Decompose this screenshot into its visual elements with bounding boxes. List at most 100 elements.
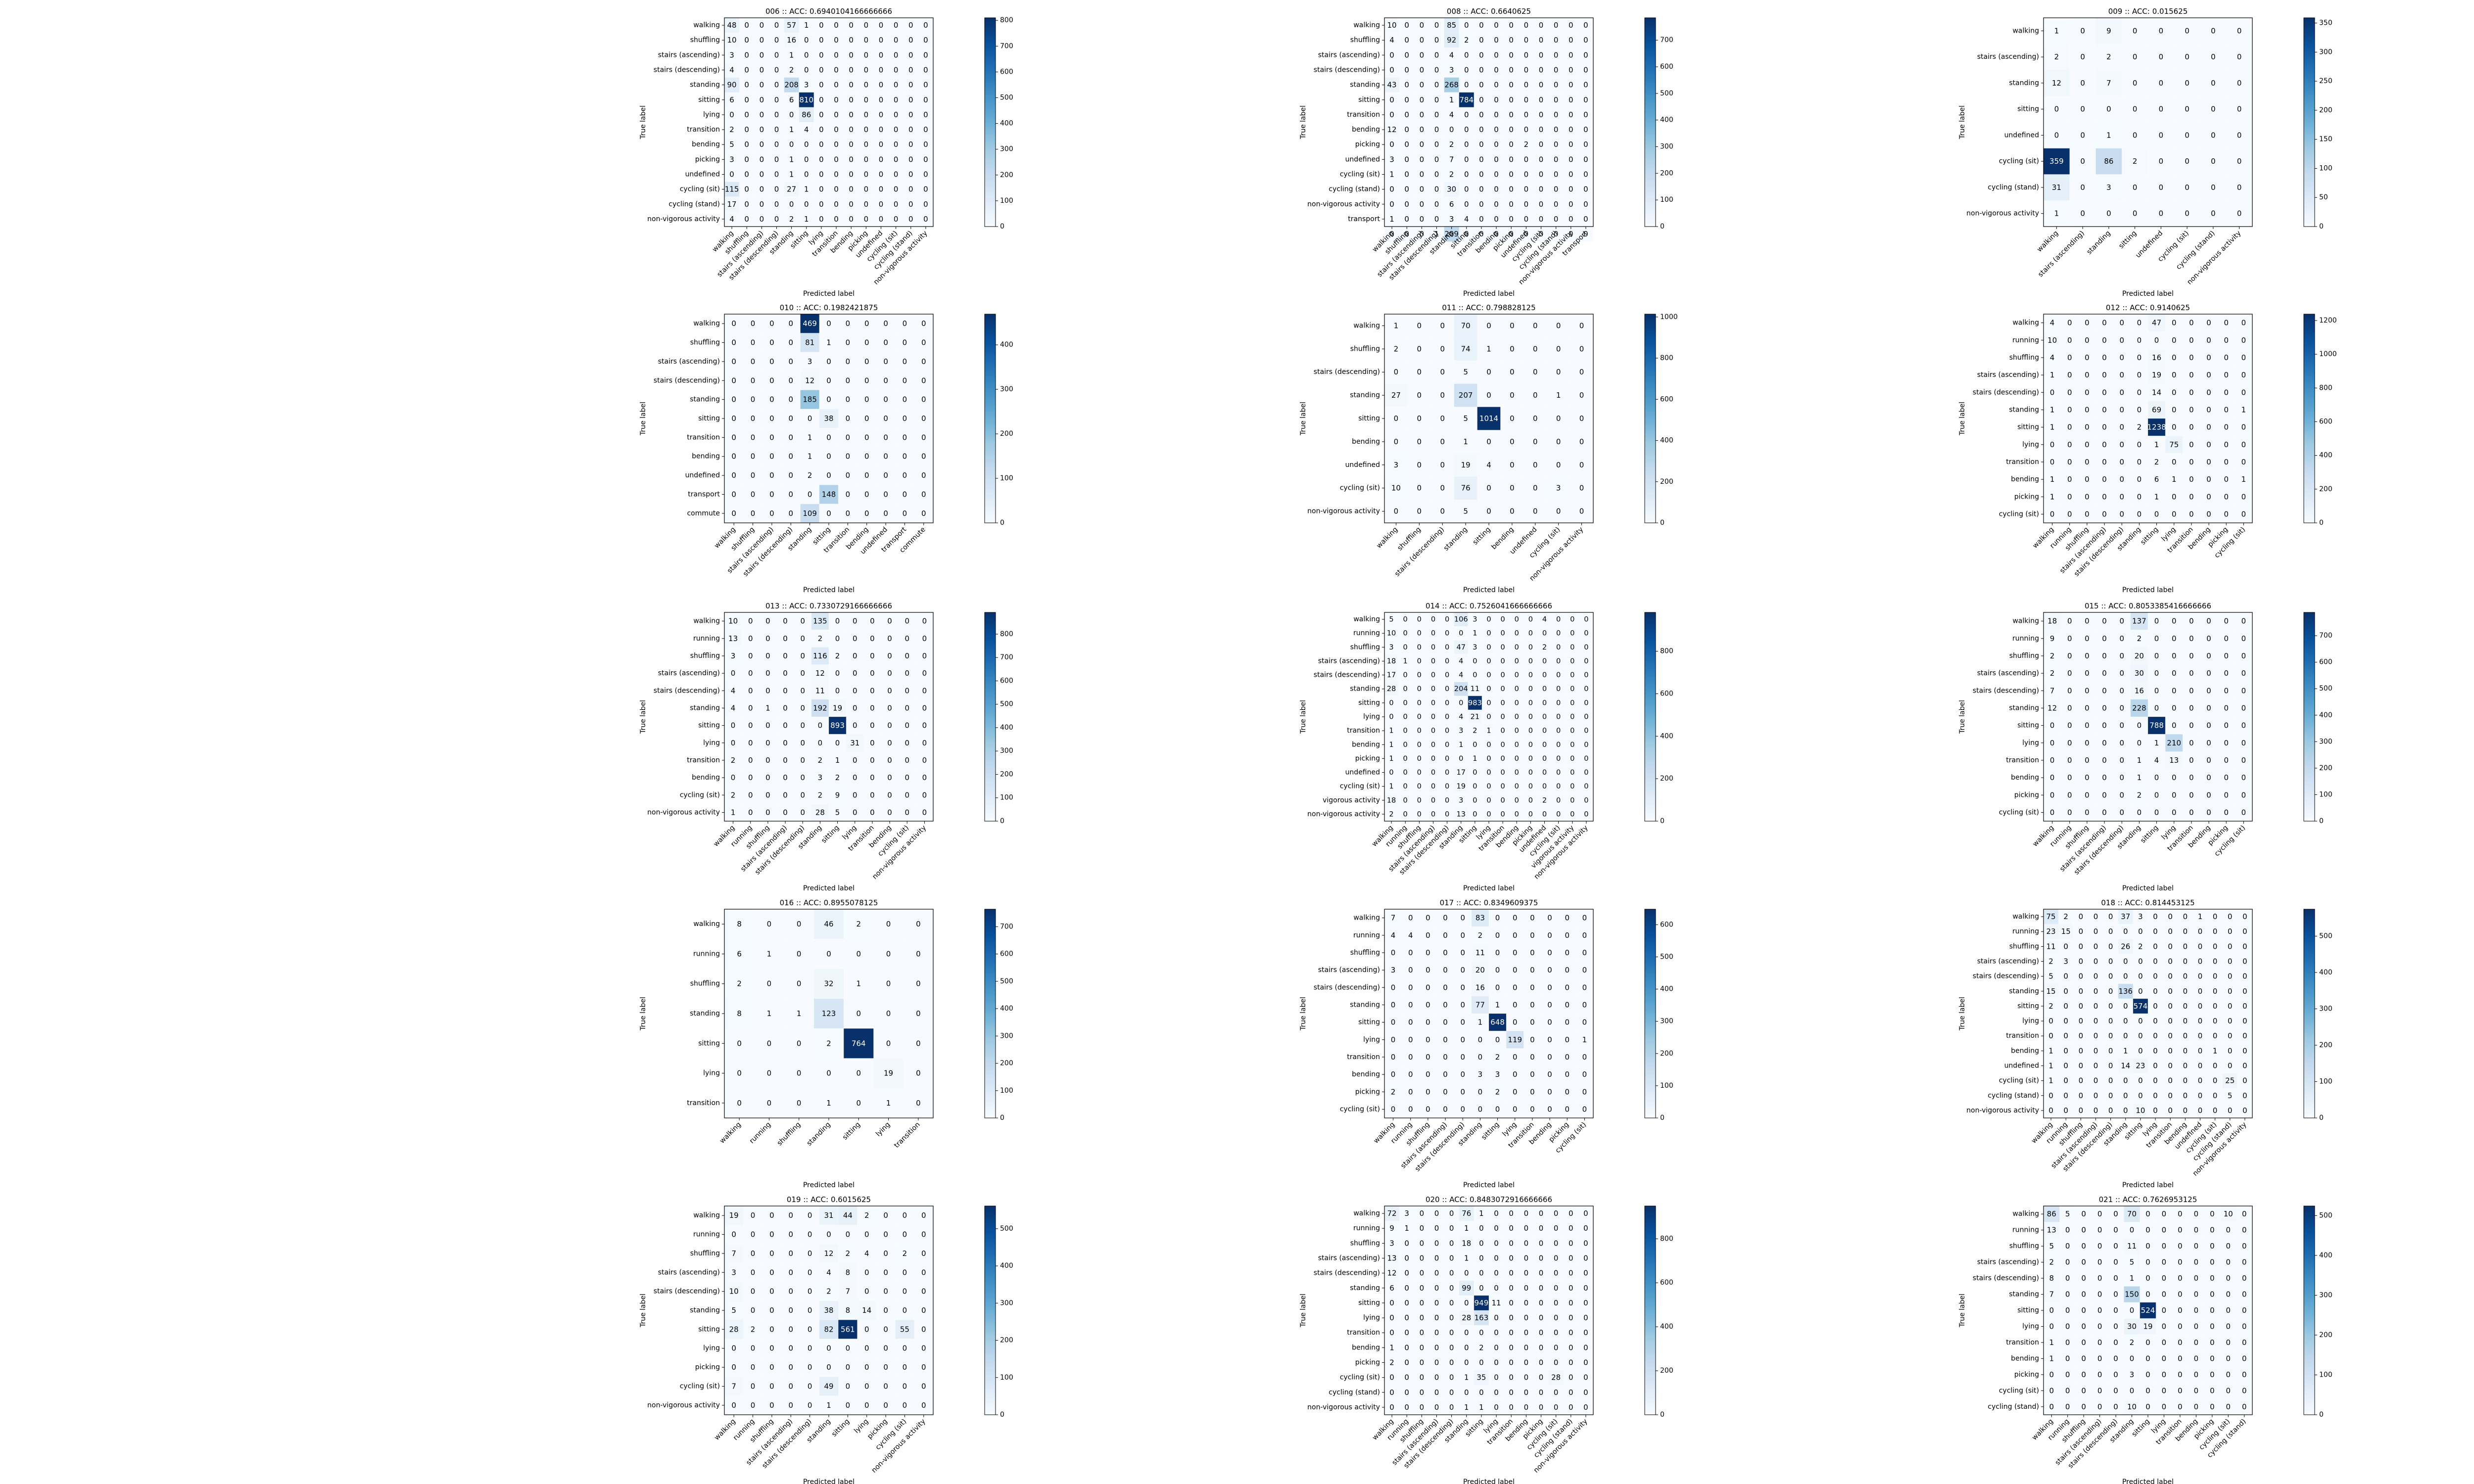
cell-value: 57 (787, 21, 796, 30)
cell-value: 0 (1547, 931, 1552, 940)
cell-value: 136 (2118, 987, 2133, 996)
cell-value: 0 (2108, 1076, 2113, 1085)
cell-value: 0 (1426, 1018, 1430, 1027)
matrix-cell (1414, 152, 1429, 167)
cell-value: 0 (2050, 388, 2055, 397)
cell-value: 0 (835, 739, 840, 747)
cell-value: 0 (765, 739, 770, 747)
cell-value: 0 (2228, 1031, 2233, 1040)
cell-value: 2 (2133, 157, 2138, 166)
cell-value: 0 (1583, 140, 1588, 149)
cell-value: 0 (1434, 110, 1439, 119)
cell-value: 0 (1539, 230, 1544, 238)
y-tick-label: standing (690, 396, 720, 404)
cell-value: 0 (1434, 66, 1439, 75)
cell-value: 0 (788, 1344, 793, 1353)
cell-value: 0 (1583, 1284, 1588, 1293)
cell-value: 0 (834, 125, 839, 134)
colorbar-tick-label: 600 (1000, 68, 1013, 76)
cell-value: 784 (1459, 95, 1474, 104)
matrix-cell (819, 428, 839, 447)
cell-value: 1 (2048, 1046, 2053, 1055)
cell-value: 0 (864, 215, 869, 224)
cell-value: 0 (2067, 405, 2072, 414)
x-axis-label: Predicted label (2122, 1181, 2174, 1189)
cell-value: 0 (2224, 510, 2229, 518)
y-axis-label: True label (639, 1294, 647, 1328)
cell-value: 0 (1420, 50, 1425, 59)
cell-value: 0 (751, 1344, 756, 1353)
cell-value: 0 (2085, 669, 2090, 678)
cell-value: 0 (886, 1039, 891, 1048)
cell-value: 0 (744, 81, 749, 90)
cell-value: 0 (1459, 698, 1463, 707)
cell-value: 0 (1434, 95, 1439, 104)
cell-value: 0 (789, 200, 794, 209)
matrix-cell (2174, 122, 2200, 149)
cell-value: 0 (1417, 657, 1422, 665)
cell-value: 0 (2102, 510, 2107, 518)
cell-value: 0 (744, 215, 749, 224)
cell-value: 0 (2102, 686, 2107, 695)
cell-value: 0 (751, 452, 756, 461)
cell-value: 0 (870, 634, 875, 643)
cell-value: 0 (1434, 1284, 1439, 1293)
cell-value: 0 (2185, 79, 2189, 88)
cell-value: 0 (819, 215, 824, 224)
cell-value: 0 (1403, 671, 1408, 679)
cell-value: 574 (2134, 1002, 2148, 1011)
cell-value: 0 (1500, 741, 1505, 749)
cell-value: 0 (1500, 727, 1505, 735)
cell-value: 0 (921, 471, 926, 480)
cell-value: 18 (2047, 617, 2057, 626)
colorbar-tick-label: 300 (1660, 143, 1673, 151)
y-tick-label: undefined (685, 471, 720, 479)
colorbar-tick-label: 500 (1660, 90, 1673, 97)
colorbar-tick-label: 500 (1000, 94, 1013, 102)
cell-value: 0 (864, 200, 869, 209)
cell-value: 0 (2085, 423, 2090, 432)
matrix-cell (813, 182, 829, 197)
cell-value: 0 (808, 1344, 812, 1353)
cell-value: 0 (1533, 391, 1538, 400)
cell-value: 204 (1454, 685, 1468, 693)
cell-value: 1 (826, 1099, 831, 1108)
cell-value: 0 (760, 110, 764, 119)
y-tick-label: running (693, 1231, 720, 1239)
cell-value: 0 (1460, 983, 1465, 992)
matrix-cell (829, 62, 844, 78)
cell-value: 0 (2241, 739, 2246, 747)
matrix-cell (1548, 211, 1564, 227)
cell-value: 0 (1445, 741, 1449, 749)
matrix-cell (1444, 62, 1460, 78)
cell-value: 0 (1570, 713, 1574, 721)
cell-value: 19 (833, 703, 842, 712)
cell-value: 0 (1565, 948, 1570, 957)
y-tick-label: standing (2009, 79, 2039, 87)
matrix-cell (1459, 107, 1475, 123)
cell-value: 0 (903, 319, 907, 328)
matrix-cell (918, 62, 934, 78)
cell-value: 0 (2050, 721, 2055, 730)
cell-value: 0 (2153, 972, 2158, 981)
cell-value: 2 (1449, 140, 1454, 149)
matrix-cell (844, 152, 859, 167)
cell-value: 0 (1404, 230, 1409, 238)
cell-value: 0 (2172, 510, 2177, 518)
matrix-cell (800, 314, 820, 333)
cell-value: 0 (870, 790, 875, 799)
matrix-cell (918, 47, 934, 63)
cell-value: 0 (783, 756, 788, 765)
matrix-cell (857, 428, 877, 447)
cell-value: 0 (916, 920, 921, 928)
matrix-cell (1578, 62, 1594, 78)
cell-value: 0 (1583, 215, 1588, 224)
cell-value: 0 (1565, 966, 1570, 974)
matrix-cell (743, 333, 763, 353)
cell-value: 0 (1515, 810, 1519, 818)
cell-value: 7 (2106, 79, 2111, 88)
cell-value: 0 (846, 433, 851, 442)
chart-title: 010 :: ACC: 0.1982421875 (780, 303, 878, 312)
cell-value: 0 (1583, 185, 1588, 194)
y-tick-label: standing (690, 1306, 720, 1314)
